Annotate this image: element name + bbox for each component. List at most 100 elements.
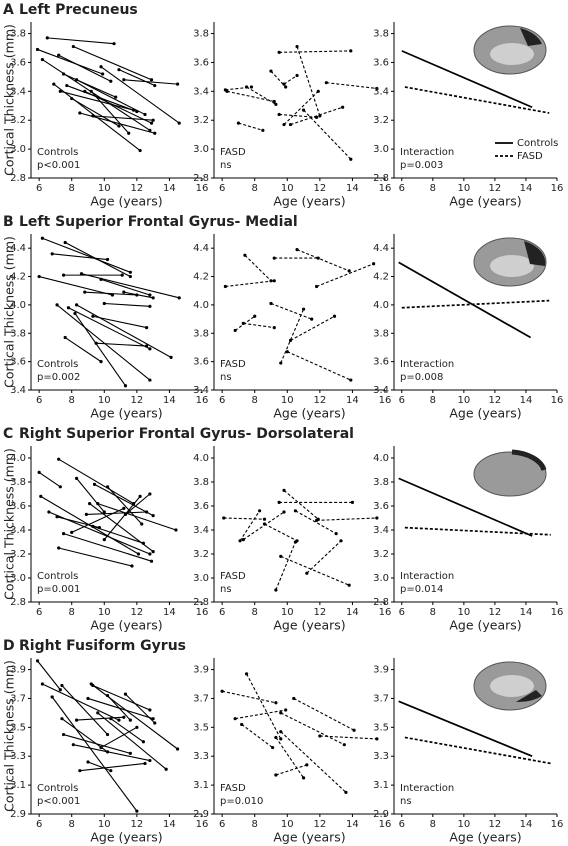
series-line — [270, 302, 312, 320]
data-point — [78, 769, 82, 773]
data-point — [60, 717, 64, 721]
y-tick-label: 3.8 — [193, 477, 209, 488]
annotation: ns — [400, 796, 412, 807]
annotation: Controls — [37, 147, 78, 158]
series-line — [225, 280, 275, 288]
data-point — [96, 502, 100, 506]
data-point — [40, 682, 45, 686]
x-tick-label: 14 — [163, 607, 176, 618]
series-line — [316, 263, 374, 287]
data-point — [149, 78, 154, 82]
x-tick-label: 16 — [379, 819, 392, 830]
data-point — [153, 83, 157, 88]
data-point — [52, 82, 56, 86]
data-point — [244, 85, 249, 89]
y-tick-label: 3.6 — [373, 357, 389, 368]
data-point — [153, 721, 157, 725]
data-point — [349, 378, 353, 382]
y-tick-label: 3.8 — [10, 29, 26, 40]
data-point — [75, 718, 79, 722]
series-line — [71, 98, 120, 127]
annotation: Controls — [37, 571, 78, 582]
data-point — [350, 500, 355, 504]
data-point — [332, 314, 337, 318]
series-line — [94, 483, 154, 517]
annotation: p=0.002 — [37, 372, 80, 383]
data-point — [295, 44, 299, 49]
data-point — [130, 564, 134, 568]
data-point — [117, 68, 121, 72]
data-point — [301, 776, 306, 780]
chart: 2.9 3.1 3.3 3.5 3.7 3.9 6 8 10 12 14 16 Age (years) C… — [2, 658, 208, 845]
data-point — [58, 688, 62, 692]
x-tick-label: 8 — [430, 819, 436, 830]
series-line — [76, 304, 172, 358]
data-point — [83, 290, 87, 294]
data-point — [47, 510, 51, 514]
x-tick-label: 8 — [69, 183, 75, 194]
series-line — [103, 496, 141, 540]
data-point — [272, 326, 276, 330]
data-point — [135, 809, 139, 813]
brain-icon — [473, 661, 547, 711]
data-point — [128, 270, 132, 274]
x-tick-label: 8 — [252, 395, 258, 406]
x-axis-label: Age (years) — [90, 194, 162, 209]
y-tick-label: 4.0 — [193, 300, 209, 311]
chart: 2.9 3.1 3.3 3.5 3.7 3.9 6 8 10 12 14 16 Age (years) I… — [373, 658, 563, 845]
data-point — [295, 248, 299, 252]
annotation: Controls — [37, 359, 78, 370]
data-point — [341, 105, 345, 109]
x-tick-label: 10 — [457, 819, 470, 830]
series-line — [401, 50, 533, 109]
y-tick-label: 3.9 — [373, 665, 389, 676]
panel-letter: D — [3, 638, 15, 654]
y-tick-label: 3.5 — [193, 722, 209, 733]
data-point — [112, 42, 116, 46]
series-line — [61, 718, 108, 753]
series-line — [244, 254, 272, 282]
series-line — [79, 112, 155, 134]
series-line — [47, 37, 115, 45]
x-tick-label: 6 — [399, 183, 405, 194]
x-axis-label: Age (years) — [273, 406, 345, 421]
x-tick-label: 8 — [252, 819, 258, 830]
series-line — [296, 46, 321, 117]
x-tick-label: 14 — [346, 607, 359, 618]
data-point — [334, 532, 338, 536]
series-line — [264, 523, 298, 542]
annotation: p=0.014 — [400, 584, 443, 595]
y-tick-label: 3.7 — [193, 693, 209, 704]
series-line — [243, 511, 285, 541]
y-tick-label: 3.7 — [10, 693, 26, 704]
data-point — [148, 293, 152, 297]
data-point — [236, 121, 241, 125]
series-line — [84, 291, 137, 296]
x-axis-label: Age (years) — [449, 194, 521, 209]
y-tick-label: 3.4 — [193, 525, 209, 536]
data-point — [233, 328, 237, 333]
x-tick-label: 12 — [313, 395, 326, 406]
data-point — [305, 763, 309, 767]
data-point — [148, 347, 152, 351]
series-line — [246, 86, 277, 105]
data-point — [99, 360, 103, 364]
data-point — [140, 522, 144, 526]
series-line — [92, 115, 154, 121]
data-point — [274, 102, 278, 106]
data-point — [84, 512, 88, 517]
data-point — [123, 512, 128, 517]
data-point — [324, 81, 328, 85]
y-tick-label: 3.0 — [10, 144, 26, 155]
series-line — [239, 510, 261, 542]
data-point — [128, 274, 132, 279]
data-point — [375, 737, 379, 741]
panel-title: Right Superior Frontal Gyrus- Dorsolater… — [19, 426, 354, 442]
data-point — [220, 689, 224, 693]
y-tick-label: 3.8 — [373, 328, 389, 339]
y-tick-label: 4.0 — [193, 453, 209, 464]
y-tick-label: 3.5 — [373, 722, 389, 733]
data-point — [342, 743, 346, 747]
x-tick-label: 12 — [130, 395, 143, 406]
